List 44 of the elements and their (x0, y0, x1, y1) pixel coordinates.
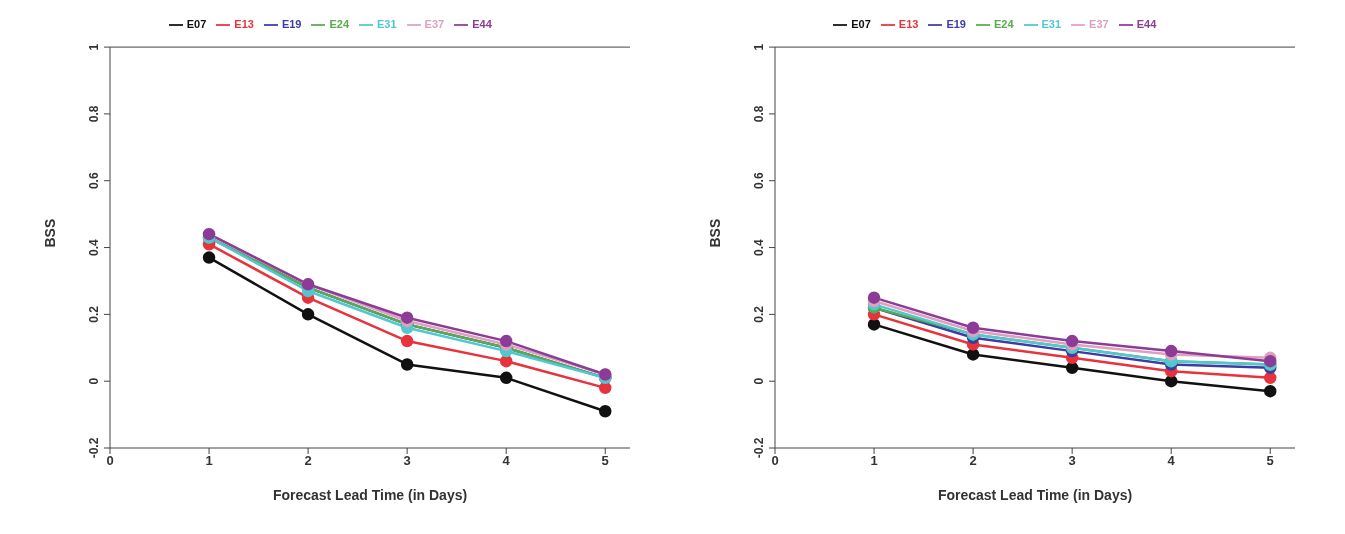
y-tick-label: 0.4 (87, 238, 102, 256)
x-tick-label: 1 (205, 453, 213, 469)
legend-label: E07 (186, 18, 207, 30)
y-axis-title: BSS (706, 218, 723, 248)
legend-label: E19 (946, 18, 966, 30)
x-tick-label: 2 (969, 453, 977, 469)
legend-label: E31 (1041, 18, 1062, 30)
legend-label: E13 (898, 18, 919, 30)
legend-label: E44 (1136, 18, 1157, 30)
legend-label: E31 (377, 18, 397, 30)
y-tick-label: 0.2 (87, 305, 102, 323)
y-tick-label: -0.2 (751, 437, 766, 459)
legend-label: E07 (851, 18, 871, 30)
x-axis-title: Forecast Lead Time (in Days) (937, 487, 1132, 503)
legend-label: E24 (993, 18, 1014, 30)
y-tick-label: 0.4 (751, 238, 766, 256)
x-tick-label: 2 (304, 453, 312, 469)
y-axis-title: BSS (42, 218, 59, 248)
y-tick-label: 0.8 (751, 105, 766, 123)
y-tick-label: 1 (751, 43, 766, 51)
y-tick-label: 0 (751, 377, 766, 385)
y-tick-label: 0.8 (87, 105, 102, 123)
x-tick-label: 1 (870, 453, 878, 469)
x-tick-label: 5 (1266, 453, 1274, 469)
x-tick-label: 3 (403, 453, 412, 469)
x-tick-label: 0 (771, 453, 779, 469)
y-tick-label: -0.2 (87, 437, 102, 459)
y-tick-label: 0.6 (87, 172, 102, 190)
legend-label: E19 (281, 18, 302, 30)
x-tick-label: 3 (1068, 453, 1076, 469)
legend-label: E44 (472, 18, 492, 30)
y-tick-label: 0.6 (751, 172, 766, 190)
x-axis-title: Forecast Lead Time (in Days) (273, 487, 468, 503)
x-tick-label: 4 (1167, 453, 1176, 469)
x-tick-label: 4 (502, 453, 511, 469)
legend-label: E37 (1089, 18, 1109, 30)
legend-label: E13 (234, 18, 254, 30)
y-tick-label: 0.2 (751, 305, 766, 323)
x-tick-label: 5 (601, 453, 610, 469)
y-tick-label: 0 (87, 377, 102, 385)
y-tick-label: 1 (87, 43, 102, 51)
legend-label: E37 (424, 18, 445, 30)
legend-label: E24 (329, 18, 350, 30)
x-tick-label: 0 (106, 453, 114, 469)
